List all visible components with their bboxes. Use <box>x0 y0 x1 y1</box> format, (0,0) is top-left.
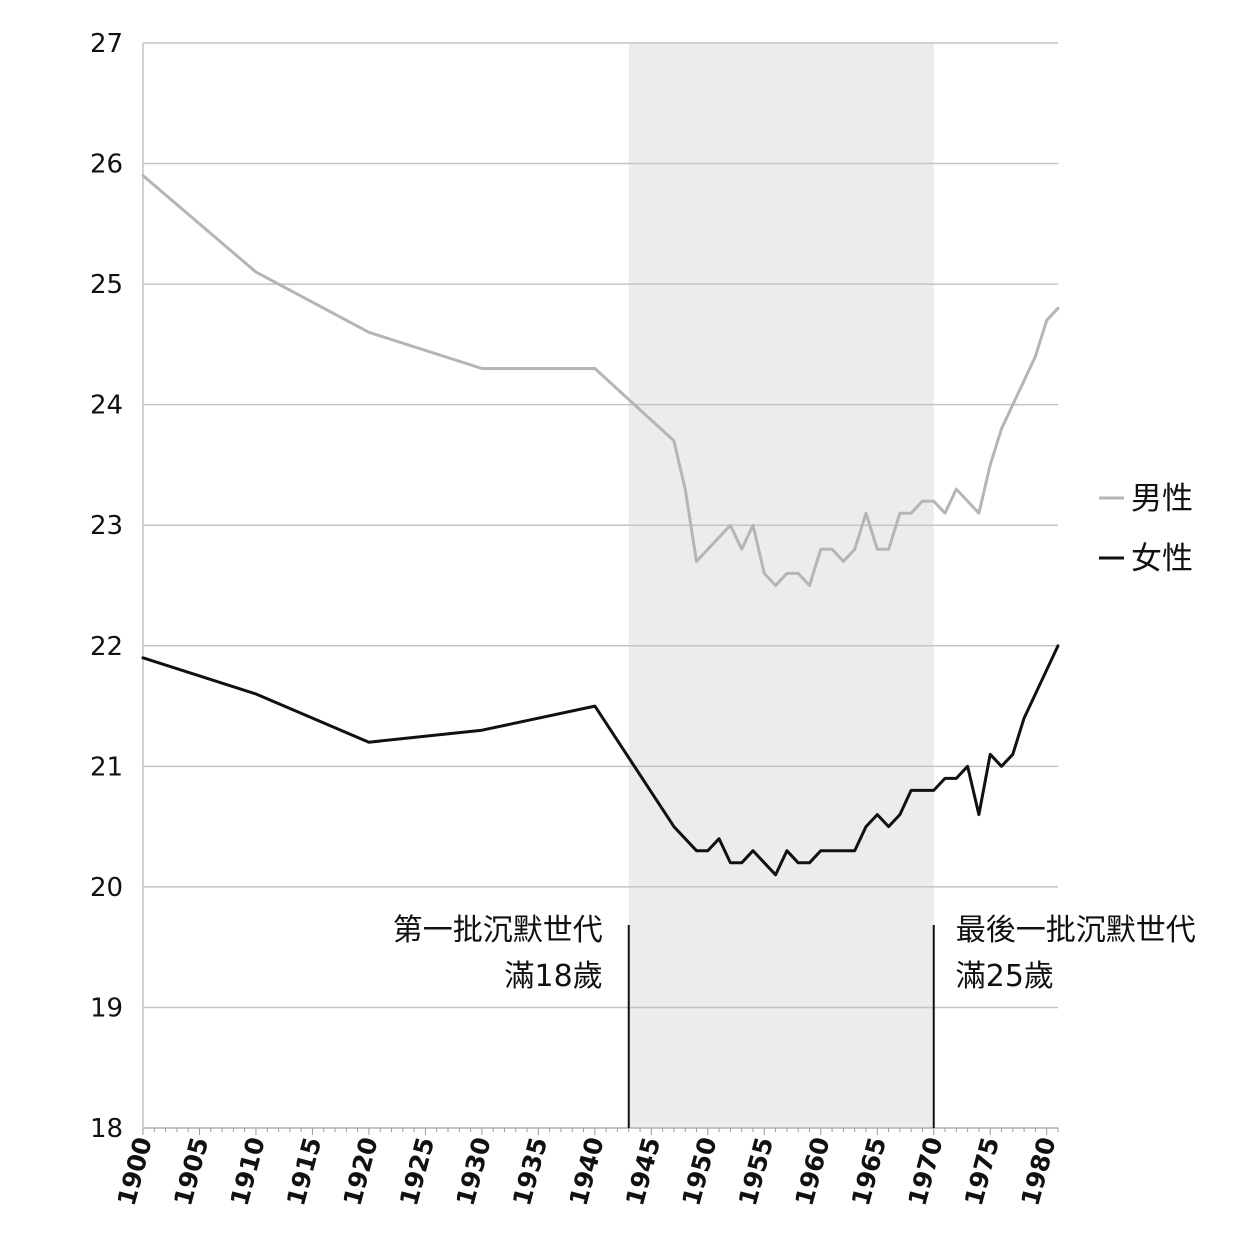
y-tick-label: 22 <box>90 632 123 662</box>
x-tick-label: 1945 <box>620 1134 666 1209</box>
x-tick-label: 1930 <box>451 1134 497 1209</box>
y-axis: 18 19 20 21 22 23 24 25 26 27 <box>90 29 144 1144</box>
y-tick-label: 20 <box>90 873 123 903</box>
annotation-label: 滿25歲 <box>956 959 1054 994</box>
grid-lines <box>143 42 1058 1009</box>
y-tick-label: 19 <box>90 993 123 1023</box>
x-tick-label: 1970 <box>903 1134 949 1209</box>
annotation-label: 第一批沉默世代 <box>393 913 603 948</box>
y-tick-label: 23 <box>90 511 123 541</box>
x-tick-label: 1905 <box>168 1134 214 1209</box>
y-tick-label: 26 <box>90 150 123 180</box>
x-tick-label: 1935 <box>507 1134 553 1209</box>
x-tick-label: 1920 <box>338 1134 384 1209</box>
x-tick-label: 1980 <box>1015 1134 1061 1209</box>
x-tick-label: 1960 <box>790 1134 836 1209</box>
x-tick-label: 1975 <box>959 1134 1005 1209</box>
x-tick-label: 1910 <box>225 1134 271 1209</box>
series-lines <box>141 174 1060 877</box>
x-tick-label: 1950 <box>677 1134 723 1209</box>
y-tick-label: 24 <box>90 391 123 421</box>
x-tick-label: 1925 <box>394 1134 440 1209</box>
series-line-0 <box>141 174 1060 587</box>
shaded-region <box>628 43 934 1128</box>
x-tick-label: 1915 <box>281 1134 327 1209</box>
x-tick-label: 1940 <box>564 1134 610 1209</box>
legend-label: 男性 <box>1131 481 1193 517</box>
x-tick-label: 1900 <box>112 1134 158 1209</box>
series-line-1 <box>141 644 1060 877</box>
y-tick-label: 21 <box>90 752 123 782</box>
y-tick-label: 25 <box>90 270 123 300</box>
legend-label: 女性 <box>1131 541 1193 577</box>
x-tick-label: 1955 <box>733 1134 779 1209</box>
x-axis: 1900 1905 1910 1915 1920 1925 1930 1935 1940 1945… <box>112 1127 1061 1209</box>
y-tick-label: 27 <box>90 29 123 59</box>
x-tick-label: 1965 <box>846 1134 892 1209</box>
y-tick-label: 18 <box>90 1114 123 1144</box>
annotation-label: 滿18歲 <box>505 959 603 994</box>
annotation-label: 最後一批沉默世代 <box>956 913 1196 948</box>
